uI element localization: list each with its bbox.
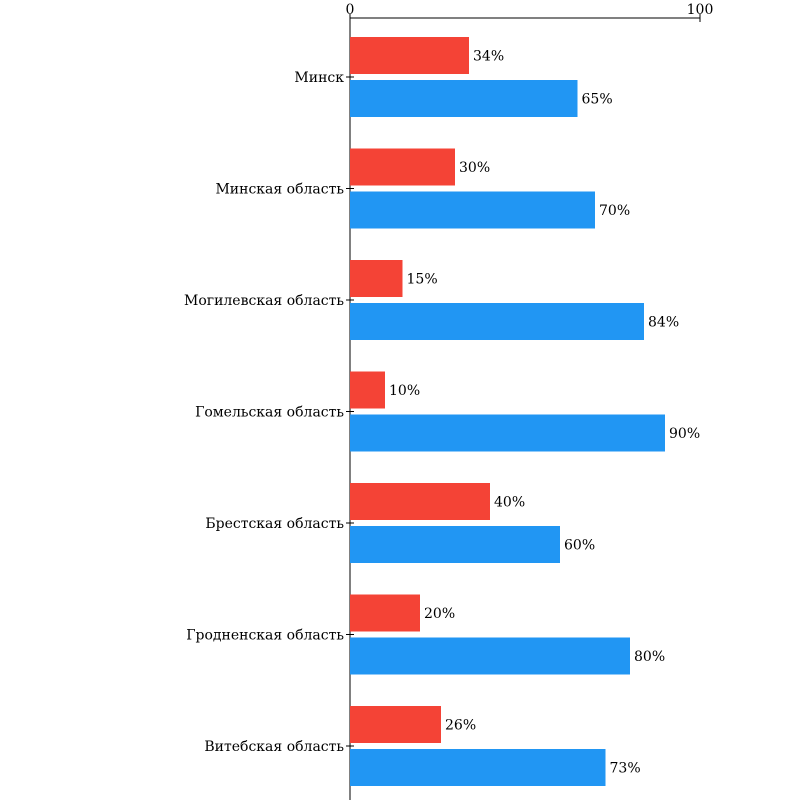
bar-value-label: 30% bbox=[459, 160, 490, 176]
bar-series-1 bbox=[350, 148, 455, 186]
bar-series-2 bbox=[350, 526, 560, 563]
category-label: Витебская область bbox=[204, 739, 344, 755]
bar-series-1 bbox=[350, 594, 420, 632]
bar-series-1 bbox=[350, 706, 441, 743]
bar-series-2 bbox=[350, 303, 644, 340]
labels-group: Минск 34% 65% Минская область 30% 70% Могилевс… bbox=[184, 49, 700, 777]
bar-series-2 bbox=[350, 191, 595, 229]
category-label: Гомельская область bbox=[195, 405, 344, 421]
x-tick-label: 0 bbox=[346, 2, 355, 18]
bar-value-label: 15% bbox=[407, 272, 438, 288]
bar-value-label: 73% bbox=[610, 761, 641, 777]
bar-value-label: 40% bbox=[494, 495, 525, 511]
bar-series-2 bbox=[350, 414, 665, 452]
bar-value-label: 80% bbox=[634, 649, 665, 665]
bar-series-1 bbox=[350, 371, 385, 409]
bar-series-2 bbox=[350, 637, 630, 675]
category-label: Могилевская область bbox=[184, 293, 344, 309]
bar-value-label: 20% bbox=[424, 606, 455, 622]
bar-value-label: 90% bbox=[669, 426, 700, 442]
bar-series-2 bbox=[350, 749, 606, 786]
bar-value-label: 34% bbox=[473, 49, 504, 65]
bar-value-label: 65% bbox=[582, 92, 613, 108]
bar-value-label: 60% bbox=[564, 538, 595, 554]
bar-value-label: 10% bbox=[389, 383, 420, 399]
bar-value-label: 26% bbox=[445, 718, 476, 734]
bar-value-label: 84% bbox=[648, 315, 679, 331]
bar-series-2 bbox=[350, 80, 578, 117]
axis-group: 0 100 bbox=[346, 2, 714, 800]
bar-value-label: 70% bbox=[599, 203, 630, 219]
category-label: Гродненская область bbox=[186, 628, 344, 644]
x-tick-label: 100 bbox=[687, 2, 714, 18]
category-label: Минск bbox=[294, 70, 344, 86]
bars-group bbox=[350, 37, 665, 786]
bar-series-1 bbox=[350, 37, 469, 74]
category-label: Минская область bbox=[215, 182, 344, 198]
category-label: Брестская область bbox=[205, 516, 344, 532]
bar-series-1 bbox=[350, 483, 490, 520]
bar-series-1 bbox=[350, 260, 403, 297]
